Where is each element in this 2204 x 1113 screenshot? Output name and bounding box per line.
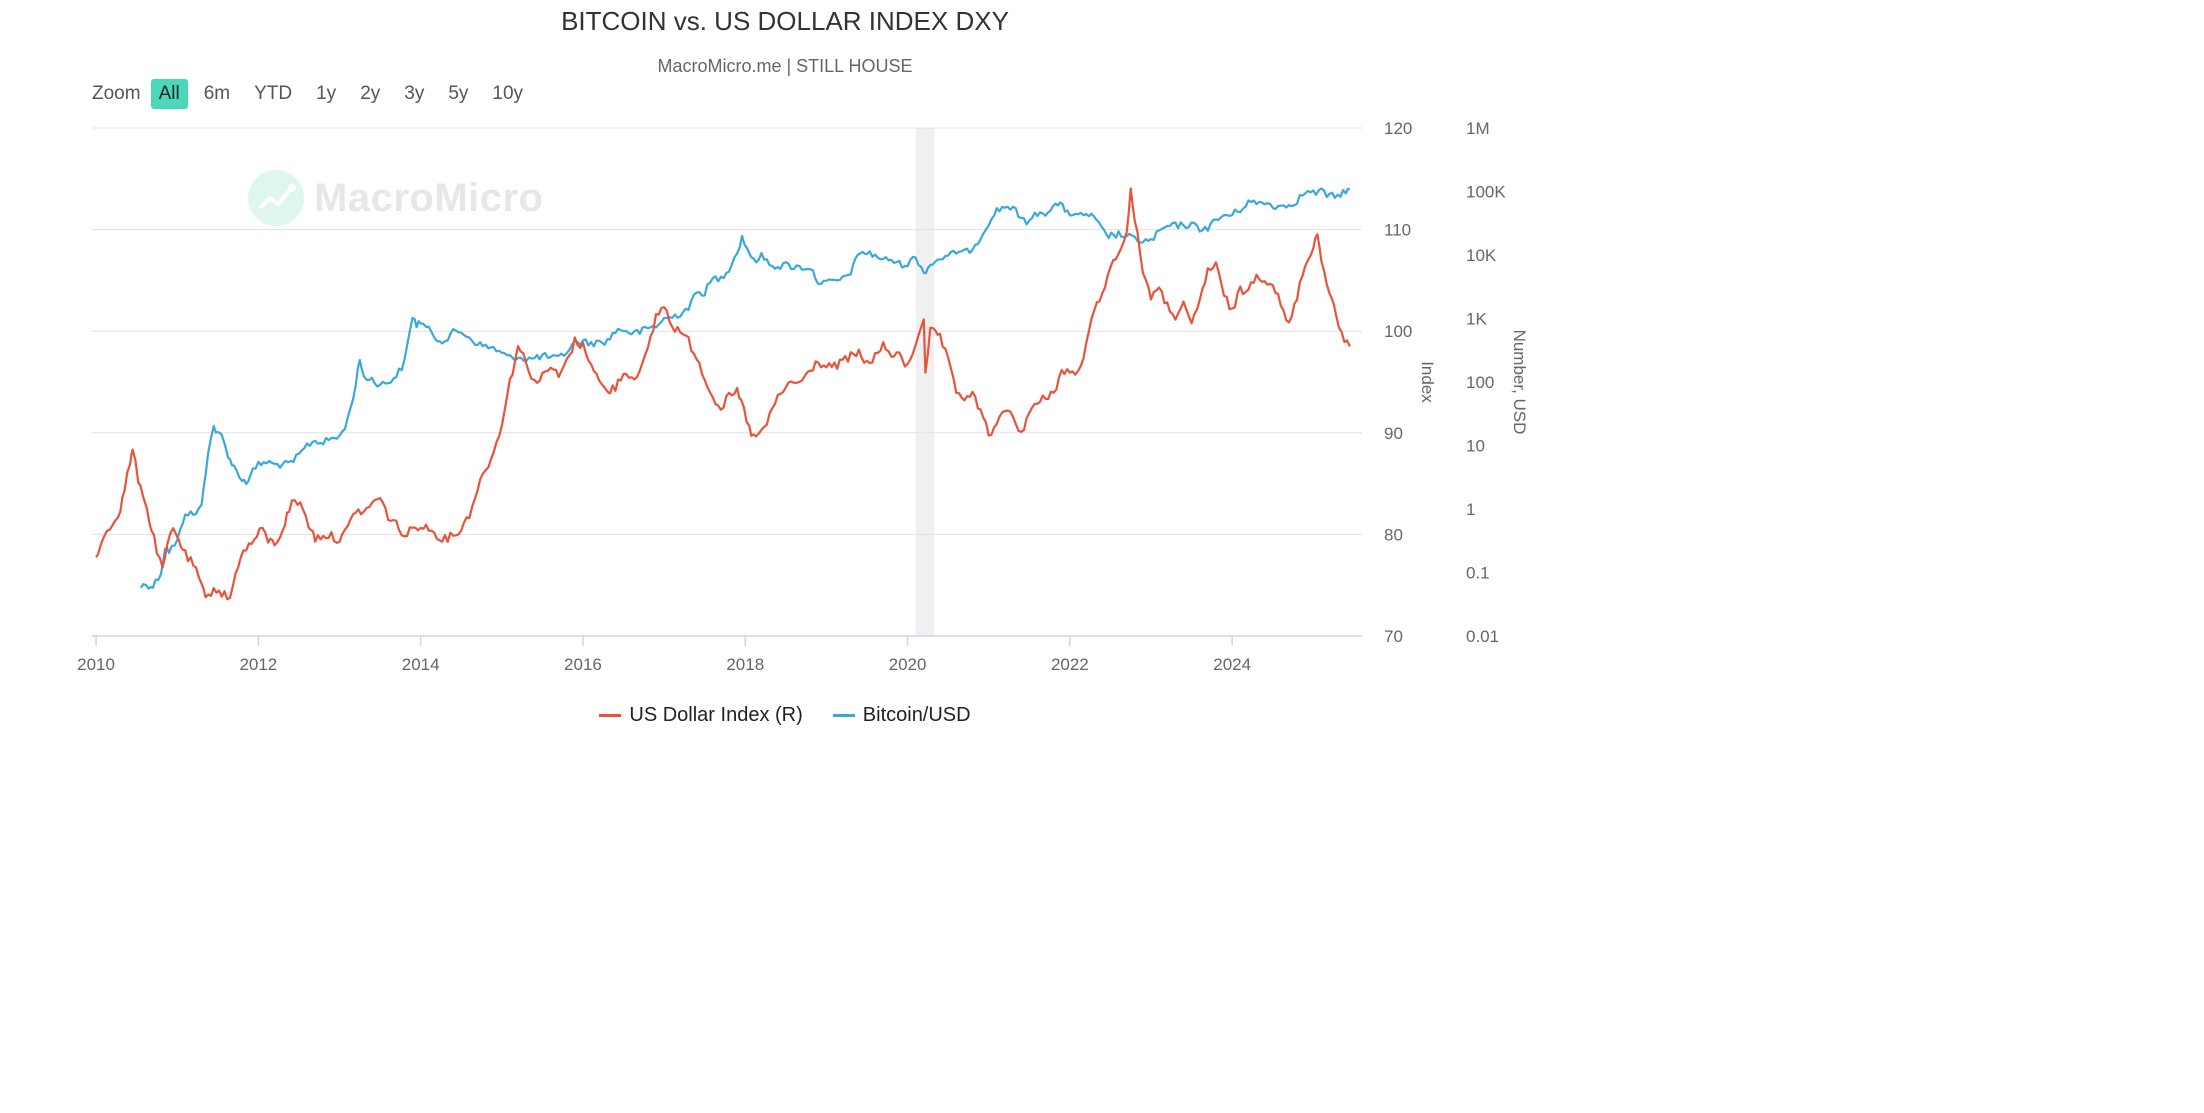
left-axis-tick-label: 110 (1384, 221, 1411, 240)
right-axis-tick-label: 1K (1466, 310, 1487, 329)
x-axis-tick-label: 2018 (726, 655, 764, 674)
zoom-bar: Zoom All 6m YTD 1y 2y 3y 5y 10y (92, 78, 539, 110)
left-axis-title: Index (1418, 361, 1437, 403)
zoom-5y-button[interactable]: 5y (440, 79, 476, 109)
left-axis-tick-label: 80 (1384, 525, 1403, 544)
left-axis-tick-label: 90 (1384, 424, 1403, 443)
macromicro-logo-icon (248, 170, 304, 226)
right-axis-tick-label: 10K (1466, 246, 1497, 265)
left-axis-tick-label: 70 (1384, 627, 1403, 646)
right-axis-tick-label: 0.01 (1466, 627, 1499, 646)
right-axis-title: Number, USD (1510, 330, 1529, 435)
zoom-3y-button[interactable]: 3y (396, 79, 432, 109)
zoom-10y-button[interactable]: 10y (484, 79, 531, 109)
x-axis-tick-label: 2024 (1213, 655, 1251, 674)
shaded-region (915, 128, 935, 636)
legend-label-dxy: US Dollar Index (R) (629, 704, 803, 726)
left-axis-tick-label: 120 (1384, 119, 1412, 138)
right-axis-tick-label: 0.1 (1466, 564, 1490, 583)
legend-item-dxy[interactable]: US Dollar Index (R) (599, 704, 803, 727)
legend-swatch-btc (832, 714, 855, 717)
zoom-1y-button[interactable]: 1y (308, 79, 344, 109)
series-line-bitcoin (139, 187, 1351, 590)
right-axis-tick-label: 1 (1466, 500, 1475, 519)
right-axis-tick-label: 10 (1466, 437, 1485, 456)
x-axis-tick-label: 2012 (239, 655, 277, 674)
chart-title: BITCOIN vs. US DOLLAR INDEX DXY (561, 6, 1009, 36)
x-axis-tick-label: 2010 (77, 655, 115, 674)
legend-label-btc: Bitcoin/USD (862, 704, 971, 726)
zoom-all-button[interactable]: All (150, 79, 188, 109)
right-axis-tick-label: 1M (1466, 119, 1490, 138)
watermark: MacroMicro (248, 170, 544, 226)
left-axis-tick-label: 100 (1384, 322, 1412, 341)
x-axis-tick-label: 2014 (402, 655, 440, 674)
zoom-label: Zoom (92, 83, 141, 104)
x-axis-tick-label: 2022 (1051, 655, 1089, 674)
watermark-text: MacroMicro (314, 175, 544, 220)
x-axis-tick-label: 2016 (564, 655, 602, 674)
chart-svg: 7080901001101200.010.11101001K10K100K1M2… (77, 119, 1529, 674)
zoom-2y-button[interactable]: 2y (352, 79, 388, 109)
right-axis-tick-label: 100K (1466, 183, 1506, 202)
x-axis-tick-label: 2020 (889, 655, 927, 674)
zoom-ytd-button[interactable]: YTD (246, 79, 300, 109)
legend-item-btc[interactable]: Bitcoin/USD (832, 704, 971, 727)
series-line-dxy (95, 187, 1351, 601)
chart-subtitle: MacroMicro.me | STILL HOUSE (657, 56, 913, 76)
legend: US Dollar Index (R) Bitcoin/USD (0, 704, 1570, 727)
zoom-6m-button[interactable]: 6m (196, 79, 238, 109)
right-axis-tick-label: 100 (1466, 373, 1494, 392)
legend-swatch-dxy (599, 714, 622, 717)
